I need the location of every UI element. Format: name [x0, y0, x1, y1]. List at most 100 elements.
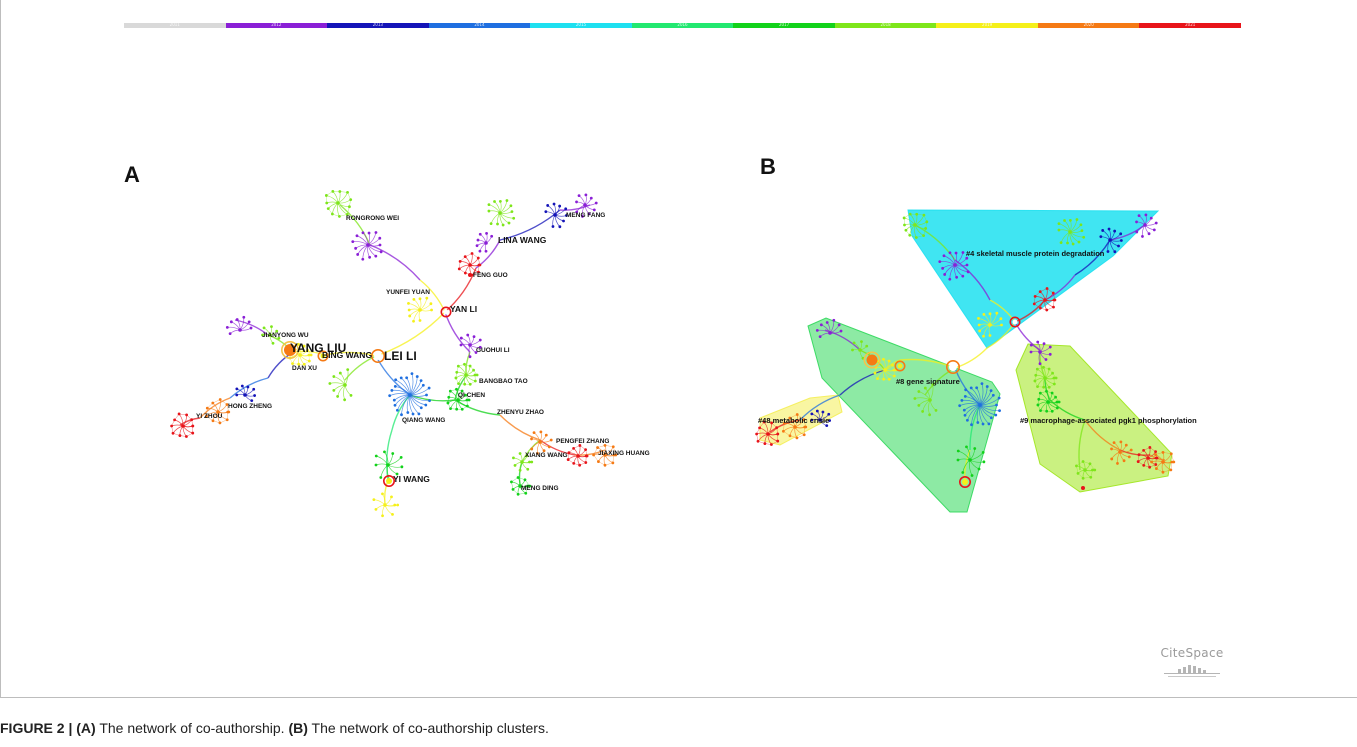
b-red-right-cluster-leaf — [1136, 460, 1140, 463]
jianyong-green-cluster-leaf — [262, 326, 266, 330]
timeline-year-label: 2012 — [271, 22, 282, 27]
b-red-left-cluster-leaf — [770, 443, 773, 446]
b-orange-far-cluster-mesh — [1171, 453, 1175, 463]
yunfei-yellow-cluster-leaf — [412, 297, 416, 301]
yi-wang-cluster-leaf — [391, 452, 395, 455]
yunfei-yellow-cluster-leaf — [418, 297, 422, 301]
jianyong-green-cluster-hub — [268, 333, 272, 337]
qiang-wang-cluster-leaf — [419, 379, 423, 383]
cluster-trunk-link — [989, 299, 1016, 323]
citespace-logo-text: CiteSpace — [1160, 646, 1224, 660]
lina-green-cluster-leaf — [493, 200, 496, 203]
b-right-purple-cluster-leaf — [1042, 342, 1046, 346]
b-top-green-cluster-leaf — [924, 227, 928, 230]
b-lime-small-cluster-leaf — [913, 397, 917, 400]
panel-b-label: B — [760, 154, 776, 179]
rongrong-wei-cluster-leaf — [331, 189, 335, 193]
b-red-cluster-leaf — [1032, 302, 1036, 306]
b-right-green-cluster-leaf — [1042, 365, 1045, 369]
b-red-right-cluster-leaf — [1148, 465, 1152, 469]
qiang-wang-cluster-leaf — [419, 406, 423, 410]
qiang-wang-cluster-leaf — [392, 398, 396, 402]
meng-fang-purple-cluster-leaf — [594, 201, 598, 205]
xiang-wang-cluster-leaf — [530, 460, 534, 464]
rongrong-wei-cluster-leaf — [338, 215, 341, 218]
lina-green-cluster-link — [488, 204, 501, 214]
b-purple-cluster-leaf — [954, 251, 958, 255]
yunfei-purple-cluster-leaf — [351, 240, 355, 244]
lei-li-green-cluster-leaf — [349, 393, 353, 397]
b-bottom-cluster-leaf — [970, 474, 974, 477]
yi-wang-cluster-leaf — [374, 463, 378, 467]
yi-wang-cluster-link — [387, 464, 398, 475]
timeline-segment-2019: 2019 — [936, 22, 1038, 28]
yi-wang-yellow-cluster-hub — [383, 503, 387, 507]
feng-guo-cluster-leaf — [463, 255, 467, 259]
pengfei-orange-cluster-leaf — [532, 431, 536, 435]
meng-ding-cluster-leaf — [523, 478, 527, 482]
b-lime-cluster-leaf — [1059, 241, 1063, 245]
b-blue-cluster-leaf — [1106, 250, 1110, 253]
yunfei-yellow-cluster-leaf — [412, 319, 415, 323]
b-blue-cluster-leaf — [1119, 232, 1123, 236]
b-center-blue-cluster-link — [971, 404, 981, 425]
lina-green-cluster-leaf — [510, 210, 514, 214]
b-navy-cluster-leaf — [810, 412, 814, 416]
yi-wang-yellow-cluster-leaf — [372, 498, 376, 502]
jianyong-purple-cluster-leaf — [242, 315, 246, 319]
qi-chen-cluster-leaf — [447, 395, 451, 399]
b-purple-cluster-leaf — [965, 256, 969, 260]
hong-zheng-orange-cluster-hub — [216, 410, 220, 414]
yunfei-purple-cluster-leaf — [378, 236, 382, 240]
qiang-wang-cluster-link — [409, 394, 420, 415]
b-purple-cluster-hub — [953, 263, 957, 267]
b-navy-cluster-leaf — [810, 418, 814, 422]
yi-zhou-cluster-leaf — [170, 424, 174, 428]
timeline-year-label: 2015 — [575, 22, 587, 27]
meng-fang-blue-cluster-leaf — [562, 219, 565, 223]
b-bottom-cluster-leaf — [973, 447, 977, 450]
jianyong-green-cluster-leaf — [275, 329, 279, 333]
hong-zheng-orange-cluster-leaf — [204, 414, 208, 418]
yunfei-yellow-cluster-leaf — [425, 296, 429, 300]
yunfei-purple-cluster-leaf — [374, 231, 378, 234]
b-right-green2-cluster-leaf — [1050, 391, 1054, 395]
left-border — [0, 0, 1, 698]
yi-wang-cluster-link — [387, 453, 394, 466]
trunk-link — [499, 414, 541, 441]
qi-chen-cluster-leaf — [464, 393, 467, 397]
b-gene-yellow-cluster-leaf — [891, 363, 894, 367]
guohui-li-cluster-leaf — [472, 335, 476, 339]
b-top-green-cluster-leaf — [908, 233, 912, 237]
pengfei-orange-cluster-leaf — [539, 430, 543, 434]
lina-green-cluster-leaf — [496, 222, 499, 226]
timeline-segment-2011: 2011 — [124, 22, 226, 28]
lei-li-node — [374, 352, 382, 360]
jianyong-purple-cluster-leaf — [249, 326, 253, 330]
trunk-link — [339, 204, 371, 246]
b-orange-cluster-leaf — [788, 434, 792, 438]
author-label-pengfei-zhang: PENGFEI ZHANG — [556, 438, 609, 445]
b-purple-cluster-leaf — [948, 251, 952, 255]
meng-fang-blue-cluster-link — [554, 214, 561, 227]
b-orange-far-cluster-leaf — [1169, 452, 1173, 456]
timeline-segment-2014: 2014 — [428, 22, 531, 28]
b-red-right-cluster-leaf — [1148, 446, 1152, 449]
yunfei-purple-cluster-leaf — [361, 231, 365, 235]
feng-guo-cluster-leaf — [478, 263, 482, 267]
timeline-segment-2021: 2021 — [1139, 22, 1242, 28]
b-purple-cluster-leaf — [941, 266, 945, 270]
qi-chen-cluster-leaf — [448, 389, 452, 393]
trunk-link — [444, 267, 477, 313]
yunfei-purple-cluster-leaf — [374, 254, 378, 258]
pengfei-red-cluster-leaf — [578, 463, 582, 467]
b-blue-cluster-leaf — [1119, 239, 1123, 242]
pengfei-orange-cluster-leaf — [530, 447, 534, 451]
jiaxing-huang-cluster-leaf — [597, 460, 600, 463]
author-label-bangbao-tao: BANGBAO TAO — [479, 378, 528, 385]
b-left-purple-cluster-leaf — [818, 335, 822, 338]
hong-zheng-orange-cluster-leaf — [211, 419, 215, 423]
figure-caption: FIGURE 2 | (A) The network of co-authors… — [0, 720, 549, 736]
rongrong-wei-cluster-leaf — [348, 205, 351, 209]
b-orange-cluster-leaf — [795, 436, 799, 440]
